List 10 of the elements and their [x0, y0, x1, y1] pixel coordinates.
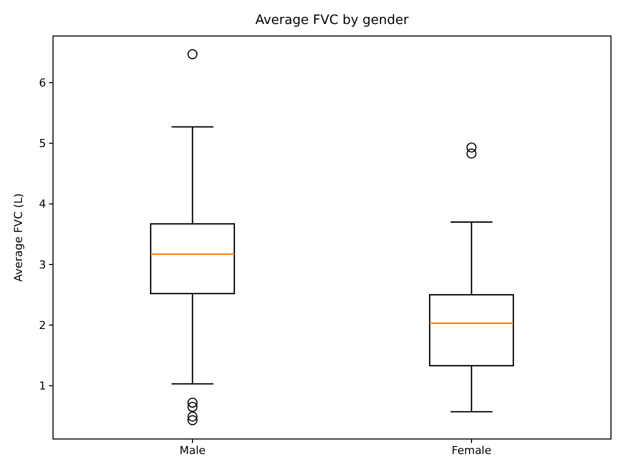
chart-title: Average FVC by gender [255, 13, 410, 28]
y-tick-label: 1 [39, 380, 46, 393]
y-tick-label: 6 [39, 76, 46, 90]
x-tick-label: Female [452, 444, 492, 457]
y-axis-title: Average FVC (L) [12, 193, 25, 282]
y-tick-label: 2 [39, 318, 46, 332]
y-tick-label: 5 [39, 137, 46, 150]
x-tick-label: Male [179, 444, 206, 457]
y-tick-label: 3 [39, 258, 46, 272]
y-tick-label: 4 [39, 198, 46, 211]
